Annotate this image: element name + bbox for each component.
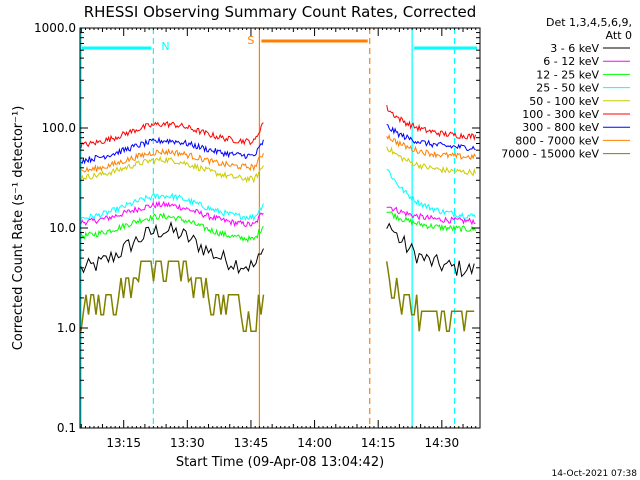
- legend-entry-label: 7000 - 15000 keV: [501, 148, 599, 161]
- series-line-segment-2: [386, 146, 476, 177]
- x-tick-label: 14:15: [361, 436, 396, 450]
- series-line-segment-2: [386, 133, 476, 161]
- series-line-segment-1: [80, 148, 264, 173]
- series-line-segment-2: [386, 211, 476, 232]
- series-line-segment-2: [386, 222, 475, 278]
- x-tick-label: 13:15: [106, 436, 141, 450]
- legend-entry-label: 25 - 50 keV: [536, 82, 599, 95]
- series-group: [80, 104, 476, 333]
- axis-ticks: 0.1 1.0 10.0 100.0 1000.0 13:15 13:30 13:45 14:0…: [34, 21, 480, 450]
- legend-entry-label: 3 - 6 keV: [550, 42, 599, 55]
- series-line-segment-1: [80, 192, 264, 222]
- y-tick-label: 0.1: [57, 421, 76, 435]
- series-line-segment-1: [80, 136, 264, 165]
- series-line-segment-1: [80, 200, 264, 228]
- x-axis-label: Start Time (09-Apr-08 13:04:42): [176, 455, 384, 470]
- plot-frame: [79, 27, 481, 429]
- series-line-segment-1: [80, 120, 264, 149]
- legend-entry-label: 100 - 300 keV: [522, 108, 599, 121]
- vertical-markers: [80, 28, 456, 428]
- series-line-segment-1: [80, 155, 264, 184]
- x-tick-label: 14:00: [297, 436, 332, 450]
- series-line-segment-1: [80, 220, 264, 275]
- y-axis-label: Corrected Count Rate (s⁻¹ detector⁻¹): [11, 106, 26, 351]
- x-tick-label: 13:45: [234, 436, 269, 450]
- series-line-segment-2: [386, 104, 476, 142]
- legend-entry-label: 800 - 7000 keV: [515, 134, 599, 147]
- n-annotation-label: N: [161, 40, 169, 53]
- series-line-segment-2: [386, 168, 476, 219]
- chart-title: RHESSI Observing Summary Count Rates, Co…: [84, 3, 477, 21]
- y-tick-label: 1.0: [57, 321, 76, 335]
- series-line-segment-1: [80, 212, 264, 244]
- legend-header-line-2: Att 0: [606, 29, 632, 42]
- series-line-segment-2: [386, 206, 476, 226]
- x-tick-label: 14:30: [425, 436, 460, 450]
- y-tick-label: 10.0: [49, 221, 76, 235]
- y-tick-label: 1000.0: [34, 21, 76, 35]
- s-annotation-label: S: [247, 34, 254, 47]
- series-line-segment-1: [80, 260, 265, 333]
- series-line-segment-2: [385, 261, 475, 333]
- legend-entry-label: 12 - 25 keV: [536, 68, 599, 81]
- legend-header-line-1: Det 1,3,4,5,6,9,: [546, 16, 632, 29]
- x-tick-label: 13:30: [170, 436, 205, 450]
- legend-entry-label: 300 - 800 keV: [522, 121, 599, 134]
- footer-timestamp: 14-Oct-2021 07:38: [552, 469, 638, 479]
- series-line-segment-2: [386, 123, 476, 152]
- legend-entry-label: 6 - 12 keV: [543, 55, 599, 68]
- y-tick-label: 100.0: [42, 121, 76, 135]
- legend-entry-label: 50 - 100 keV: [529, 95, 599, 108]
